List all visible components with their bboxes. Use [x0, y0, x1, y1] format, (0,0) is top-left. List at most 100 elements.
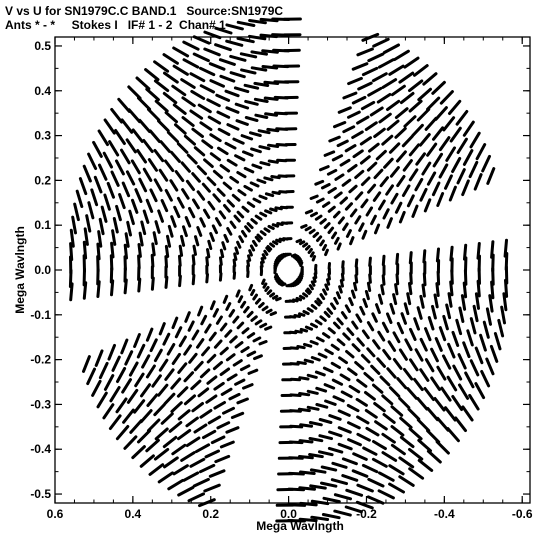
uv-point [206, 176, 217, 187]
y-tick-label: 0.1 [34, 218, 51, 232]
uv-point [361, 32, 380, 42]
uv-point [148, 129, 161, 143]
uv-point [225, 353, 236, 362]
uv-point [259, 322, 268, 329]
uv-point [324, 348, 334, 356]
uv-point [388, 142, 401, 154]
uv-point [408, 168, 419, 182]
y-tick-label: -0.4 [30, 442, 51, 456]
uv-point [310, 211, 318, 218]
uv-point [212, 193, 221, 203]
uv-point [489, 344, 499, 363]
uv-point [354, 274, 359, 284]
uv-point [334, 173, 345, 181]
uv-point [252, 239, 258, 247]
uv-point [192, 477, 210, 488]
uv-point [419, 368, 430, 382]
uv-point [392, 358, 403, 370]
uv-point [326, 168, 338, 176]
uv-point [223, 233, 230, 243]
uv-point [308, 284, 314, 291]
uv-point [205, 394, 218, 404]
uv-point [296, 345, 306, 350]
uv-point [275, 296, 282, 302]
uv-point [198, 498, 216, 508]
uv-point [439, 90, 454, 105]
uv-point [250, 147, 262, 154]
uv-point [199, 217, 206, 228]
uv-point [236, 20, 256, 27]
uv-point [312, 231, 320, 238]
uv-point [199, 409, 213, 419]
tick-labels: 0.6 0.4 0.2 0.0 -0.2 -0.4 -0.6 0.5 0.4 0.3 0.2 0.1 0… [30, 39, 533, 521]
uv-point [91, 379, 102, 397]
uv-point [365, 206, 373, 217]
uv-point [333, 121, 347, 129]
uv-point [382, 43, 400, 54]
uv-point [248, 249, 253, 257]
uv-point [456, 168, 466, 185]
uv-point [300, 224, 308, 229]
uv-point [303, 342, 313, 348]
uv-point [315, 403, 329, 409]
uv-point [254, 235, 261, 243]
uv-point [240, 300, 247, 309]
x-tick-label: 0.6 [47, 507, 64, 521]
uv-point [402, 159, 413, 172]
uv-point [334, 236, 340, 245]
uv-point [226, 373, 238, 382]
uv-point [153, 178, 163, 192]
uv-point [442, 314, 449, 331]
uv-point [160, 412, 174, 425]
uv-point [345, 229, 352, 238]
uv-point [342, 332, 351, 341]
uv-point [142, 209, 150, 224]
uv-point [349, 236, 355, 246]
uv-point [374, 420, 388, 431]
uv-point [121, 378, 132, 394]
uv-point [337, 216, 345, 225]
uv-point [259, 211, 268, 218]
uv-point [137, 429, 152, 444]
uv-point [370, 214, 377, 226]
uv-point [360, 176, 371, 187]
y-axis-label: Mega Wavlngth [13, 226, 27, 314]
uv-point [214, 26, 233, 35]
uv-point [205, 273, 209, 284]
uv-point [178, 335, 187, 348]
uv-point [378, 112, 392, 124]
uv-point [250, 66, 268, 72]
uv-point [190, 89, 206, 100]
uv-point [351, 130, 364, 139]
uv-point [140, 383, 152, 398]
uv-point [277, 280, 283, 285]
uv-point [237, 295, 244, 304]
uv-point [266, 245, 273, 251]
uv-point [102, 403, 115, 420]
uv-point [358, 222, 365, 232]
uv-point [356, 432, 371, 442]
uv-point [308, 228, 316, 235]
uv-point [115, 159, 125, 176]
uv-point [490, 280, 495, 300]
uv-point [426, 407, 439, 422]
uv-point [310, 499, 330, 506]
uv-point [354, 361, 365, 371]
y-tick-label: -0.3 [30, 397, 51, 411]
uv-point [274, 260, 279, 266]
uv-point [333, 509, 352, 517]
uv-point [504, 278, 509, 298]
uv-point [469, 131, 481, 149]
uv-point [215, 315, 223, 325]
uv-point [148, 463, 165, 476]
uv-point [118, 193, 126, 210]
uv-point [448, 99, 462, 115]
uv-point [189, 72, 206, 83]
uv-point [292, 254, 299, 259]
uv-point [336, 317, 344, 326]
uv-point [427, 316, 435, 331]
uv-point [174, 326, 183, 339]
uv-point [446, 375, 458, 392]
uv-point [315, 386, 328, 393]
uv-point [246, 222, 254, 230]
